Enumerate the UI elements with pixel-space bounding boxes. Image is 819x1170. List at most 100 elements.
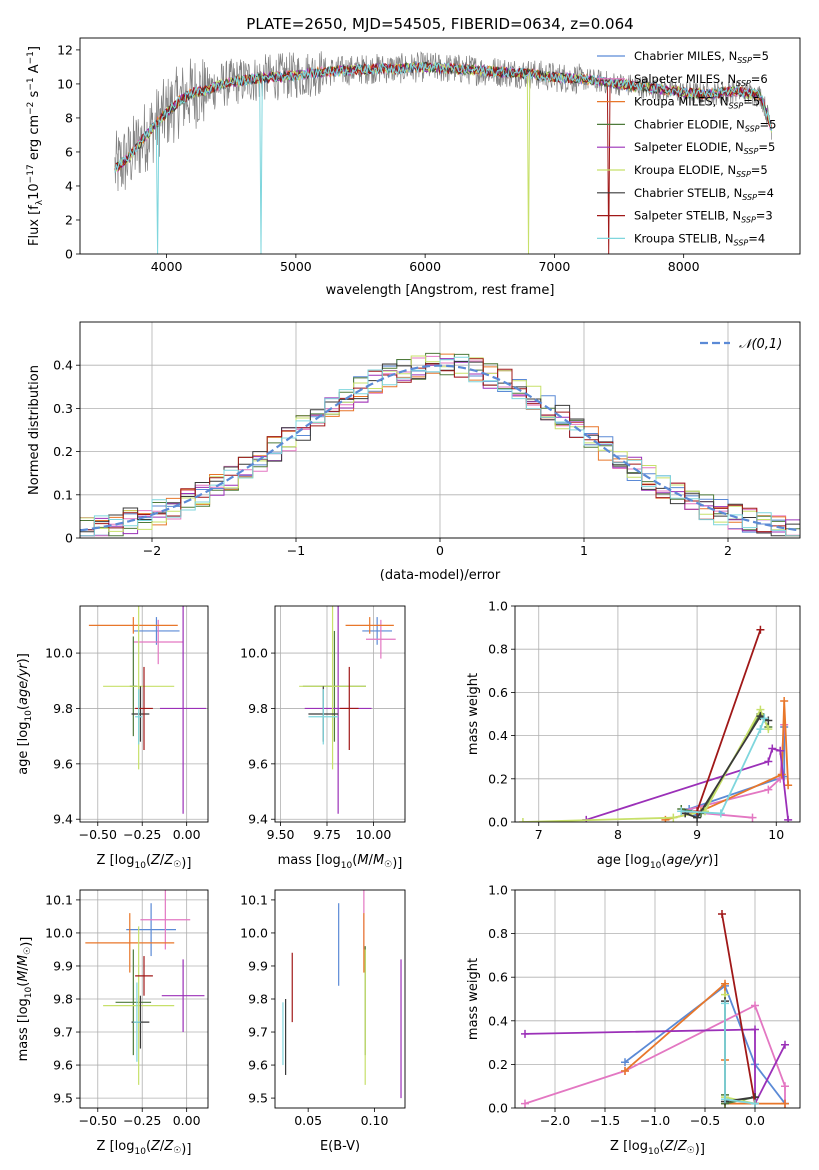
weight-marker-kroupa_stelib [721, 1095, 729, 1104]
y-tick-label: 9.5 [248, 1091, 268, 1106]
x-tick-label: 4000 [151, 259, 183, 274]
x-tick-label: 9.50 [267, 827, 295, 842]
y-tick-label: 0.8 [488, 642, 508, 657]
y-tick-label: 10 [57, 76, 73, 91]
y-tick-label: 9.7 [248, 1025, 268, 1040]
weight-marker-kroupa_stelib [751, 1099, 759, 1108]
legend-label-chabrier_miles: Chabrier MILES, NSSP=5 [634, 49, 769, 65]
y-tick-label: 0.2 [53, 444, 73, 459]
x-tick-label: −0.50 [79, 1113, 117, 1128]
x-tick-label: −2 [143, 543, 161, 558]
y-tick-label: 9.6 [248, 1058, 268, 1073]
weight-marker-salpeter_stelib [718, 909, 726, 918]
x-tick-label: 9.75 [313, 827, 341, 842]
normal-distribution-curve [80, 364, 798, 532]
y-tick-label: 9.5 [53, 1091, 73, 1106]
x-tick-label: −0.25 [123, 1113, 161, 1128]
weight-marker-salpeter_elodie [781, 1040, 789, 1049]
weight-marker-kroupa_miles [784, 781, 793, 790]
spectrum-ylabel: Flux [fλ10−17 erg cm−2 s−1 A−1] [26, 46, 45, 246]
residuals-frame [79, 321, 801, 539]
age_vs_Z-plot-area [88, 606, 207, 814]
weight-marker-kroupa_elodie [518, 818, 527, 822]
weight-marker-kroupa_elodie [764, 725, 773, 734]
spectrum-plot-area [114, 51, 773, 254]
weight-line-salpeter_elodie [524, 1028, 786, 1105]
residuals-xlabel: (data-model)/error [380, 568, 501, 583]
age_vs_mass-plot-area [299, 606, 396, 814]
weight_vs_Z-plot-area [521, 909, 789, 1108]
weight-marker-salpeter_miles [764, 785, 773, 794]
y-tick-label: 1.0 [488, 883, 508, 898]
weight-marker-salpeter_elodie [521, 1029, 529, 1038]
x-tick-label: 7 [535, 827, 543, 842]
mass-vs-Z-ylabel: mass [log10(M/M☉)] [16, 937, 34, 1062]
y-tick-label: 10.0 [45, 925, 73, 940]
x-tick-label: 2 [724, 543, 732, 558]
y-tick-label: 10.1 [45, 892, 73, 907]
y-tick-label: 0.2 [488, 771, 508, 786]
weight-line-salpeter_stelib [721, 913, 756, 1104]
residuals-ylabel: Normed distribution [27, 365, 42, 495]
spectrum-legend: Chabrier MILES, NSSP=5 Salpeter MILES, NS… [597, 49, 776, 247]
legend-label-kroupa_elodie: Kroupa ELODIE, NSSP=5 [634, 163, 768, 179]
y-tick-label: 12 [57, 42, 73, 57]
axes-residuals: −2 −1 0 1 2 0 0.1 0.2 0.3 0.4 [53, 322, 800, 558]
y-tick-label: 0.0 [488, 815, 508, 830]
y-tick-label: 0.6 [488, 970, 508, 985]
y-tick-label: 9.8 [248, 701, 268, 716]
x-tick-label: 6000 [409, 259, 441, 274]
x-tick-label: 7000 [538, 259, 570, 274]
y-tick-label: 0.0 [488, 1101, 508, 1116]
weight-vs-age-xlabel: age [log10(age/yr)] [597, 853, 719, 871]
y-tick-label: 9.4 [248, 812, 268, 827]
y-tick-label: 10.1 [240, 892, 268, 907]
weight-marker-salpeter_miles [521, 1099, 529, 1108]
y-tick-label: 2 [65, 212, 73, 227]
weight-marker-salpeter_miles [751, 1001, 759, 1010]
y-tick-label: 0.2 [488, 1057, 508, 1072]
x-tick-label: 1 [580, 543, 588, 558]
weight-marker-kroupa_elodie [701, 807, 709, 816]
age-vs-Z-ylabel: age [log10(age/yr)] [16, 653, 34, 775]
weight-line-chabrier_elodie [681, 712, 770, 815]
weight-marker-kroupa_stelib [716, 809, 725, 818]
weight-line-salpeter_stelib [696, 629, 762, 812]
x-tick-label: −1 [287, 543, 305, 558]
axes-weight_vs_age: 7 8 9 10 0.0 0.2 0.4 0.6 0.8 1.0 [488, 599, 800, 842]
x-tick-label: 5000 [280, 259, 312, 274]
legend-label-salpeter_elodie: Salpeter ELODIE, NSSP=5 [634, 140, 775, 156]
weight-marker-chabrier_miles [621, 1058, 629, 1067]
weight-marker-kroupa_miles [780, 697, 789, 706]
y-tick-label: 10.0 [240, 646, 268, 661]
x-tick-label: 10.00 [356, 827, 392, 842]
weight-marker-salpeter_elodie [776, 746, 785, 755]
weight-marker-kroupa_stelib [721, 999, 729, 1008]
x-tick-label: −0.50 [79, 827, 117, 842]
y-tick-label: 0.3 [53, 401, 73, 416]
weight-marker-kroupa_stelib [756, 725, 765, 734]
y-tick-label: 0.1 [53, 487, 73, 502]
axes-mass_vs_Z: −0.50 −0.25 0.00 9.5 9.6 9.7 9.8 9.9 10.0 10.1 [45, 890, 208, 1128]
legend-label-salpeter_stelib: Salpeter STELIB, NSSP=3 [634, 209, 773, 225]
spectrum-xlabel: wavelength [Angstrom, rest frame] [326, 283, 555, 298]
x-tick-label: 0.0 [745, 1113, 765, 1128]
y-tick-label: 4 [65, 178, 73, 193]
weight-line-kroupa_elodie [522, 707, 770, 822]
mass_vs_ebv-frame [274, 889, 406, 1109]
legend-label-chabrier_elodie: Chabrier ELODIE, NSSP=5 [634, 117, 776, 133]
weight-marker-salpeter_stelib [756, 625, 765, 634]
y-tick-label: 8 [65, 110, 73, 125]
weight-marker-kroupa_elodie [669, 813, 678, 822]
age-vs-Z-xlabel: Z [log10(Z/Z☉)] [97, 853, 192, 871]
y-tick-label: 9.6 [53, 1058, 73, 1073]
y-tick-label: 0.4 [488, 728, 508, 743]
weight-marker-salpeter_elodie [751, 1025, 759, 1034]
legend-label-normal: 𝒩(0,1) [739, 337, 782, 352]
x-tick-label: 8 [614, 827, 622, 842]
weight-line-kroupa_stelib [681, 717, 766, 815]
y-tick-label: 9.9 [53, 958, 73, 973]
legend-label-kroupa_stelib: Kroupa STELIB, NSSP=4 [634, 231, 765, 247]
y-tick-label: 9.8 [53, 992, 73, 1007]
mass-vs-ebv-xlabel: E(B-V) [320, 1139, 360, 1154]
